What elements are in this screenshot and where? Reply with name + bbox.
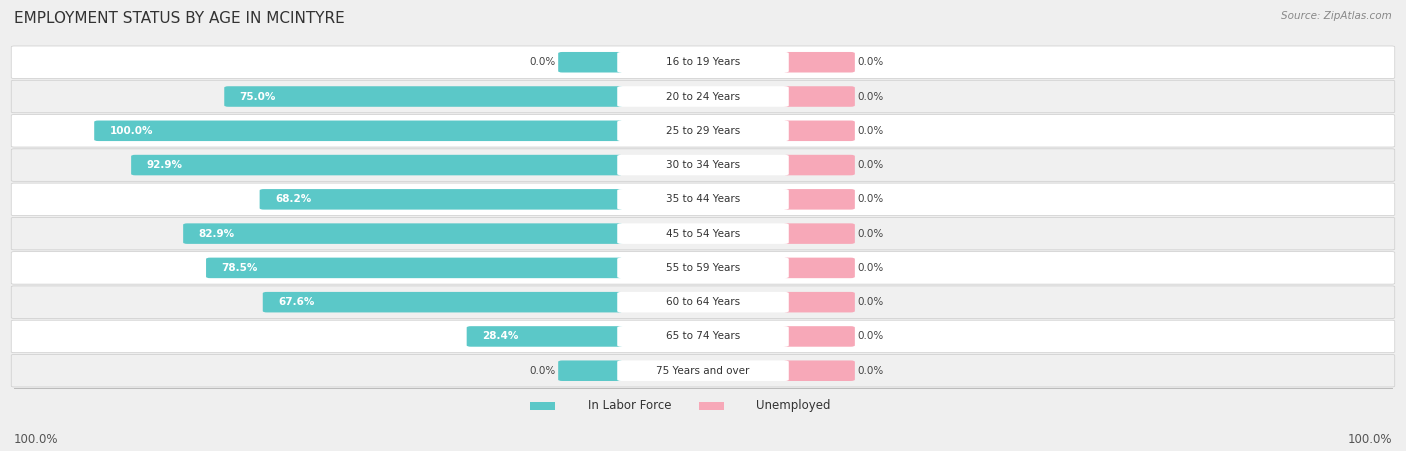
FancyBboxPatch shape <box>263 292 623 313</box>
Text: 0.0%: 0.0% <box>858 194 884 204</box>
FancyBboxPatch shape <box>783 189 855 210</box>
FancyBboxPatch shape <box>617 189 789 210</box>
FancyBboxPatch shape <box>783 52 855 73</box>
Text: 68.2%: 68.2% <box>276 194 311 204</box>
FancyBboxPatch shape <box>260 189 623 210</box>
FancyBboxPatch shape <box>225 86 623 107</box>
FancyBboxPatch shape <box>467 326 623 347</box>
Text: 75 Years and over: 75 Years and over <box>657 366 749 376</box>
FancyBboxPatch shape <box>617 223 789 244</box>
FancyBboxPatch shape <box>617 360 789 381</box>
Text: In Labor Force: In Labor Force <box>588 400 671 412</box>
Text: 65 to 74 Years: 65 to 74 Years <box>666 331 740 341</box>
FancyBboxPatch shape <box>699 402 724 410</box>
Text: 0.0%: 0.0% <box>858 263 884 273</box>
Text: 67.6%: 67.6% <box>278 297 315 307</box>
FancyBboxPatch shape <box>617 292 789 313</box>
FancyBboxPatch shape <box>11 354 1395 387</box>
FancyBboxPatch shape <box>207 258 623 278</box>
FancyBboxPatch shape <box>617 120 789 141</box>
Text: EMPLOYMENT STATUS BY AGE IN MCINTYRE: EMPLOYMENT STATUS BY AGE IN MCINTYRE <box>14 11 344 26</box>
Text: 16 to 19 Years: 16 to 19 Years <box>666 57 740 67</box>
FancyBboxPatch shape <box>558 52 623 73</box>
Text: 20 to 24 Years: 20 to 24 Years <box>666 92 740 101</box>
FancyBboxPatch shape <box>617 155 789 175</box>
Text: 0.0%: 0.0% <box>858 331 884 341</box>
FancyBboxPatch shape <box>783 360 855 381</box>
FancyBboxPatch shape <box>530 402 555 410</box>
FancyBboxPatch shape <box>11 183 1395 216</box>
FancyBboxPatch shape <box>783 258 855 278</box>
Text: 55 to 59 Years: 55 to 59 Years <box>666 263 740 273</box>
FancyBboxPatch shape <box>11 286 1395 318</box>
Text: 35 to 44 Years: 35 to 44 Years <box>666 194 740 204</box>
Text: 100.0%: 100.0% <box>110 126 153 136</box>
FancyBboxPatch shape <box>11 115 1395 147</box>
FancyBboxPatch shape <box>11 252 1395 284</box>
Text: 25 to 29 Years: 25 to 29 Years <box>666 126 740 136</box>
Text: 0.0%: 0.0% <box>858 297 884 307</box>
FancyBboxPatch shape <box>783 86 855 107</box>
FancyBboxPatch shape <box>783 120 855 141</box>
Text: 45 to 54 Years: 45 to 54 Years <box>666 229 740 239</box>
FancyBboxPatch shape <box>617 86 789 107</box>
FancyBboxPatch shape <box>783 326 855 347</box>
FancyBboxPatch shape <box>11 320 1395 353</box>
FancyBboxPatch shape <box>183 223 623 244</box>
Text: Source: ZipAtlas.com: Source: ZipAtlas.com <box>1281 11 1392 21</box>
FancyBboxPatch shape <box>11 149 1395 181</box>
Text: 92.9%: 92.9% <box>146 160 183 170</box>
Text: 60 to 64 Years: 60 to 64 Years <box>666 297 740 307</box>
Text: 0.0%: 0.0% <box>858 366 884 376</box>
FancyBboxPatch shape <box>617 52 789 73</box>
FancyBboxPatch shape <box>11 80 1395 113</box>
FancyBboxPatch shape <box>783 292 855 313</box>
FancyBboxPatch shape <box>558 360 623 381</box>
Text: 0.0%: 0.0% <box>858 126 884 136</box>
FancyBboxPatch shape <box>617 258 789 278</box>
Text: 0.0%: 0.0% <box>858 92 884 101</box>
Text: 30 to 34 Years: 30 to 34 Years <box>666 160 740 170</box>
Text: Unemployed: Unemployed <box>756 400 831 412</box>
Text: 0.0%: 0.0% <box>529 366 555 376</box>
Text: 78.5%: 78.5% <box>222 263 257 273</box>
Text: 100.0%: 100.0% <box>14 433 59 446</box>
Text: 75.0%: 75.0% <box>240 92 276 101</box>
Text: 0.0%: 0.0% <box>529 57 555 67</box>
FancyBboxPatch shape <box>617 326 789 347</box>
FancyBboxPatch shape <box>131 155 623 175</box>
Text: 82.9%: 82.9% <box>198 229 235 239</box>
FancyBboxPatch shape <box>94 120 623 141</box>
Text: 28.4%: 28.4% <box>482 331 519 341</box>
Text: 100.0%: 100.0% <box>1347 433 1392 446</box>
FancyBboxPatch shape <box>783 155 855 175</box>
FancyBboxPatch shape <box>11 46 1395 78</box>
Text: 0.0%: 0.0% <box>858 229 884 239</box>
Text: 0.0%: 0.0% <box>858 160 884 170</box>
Text: 0.0%: 0.0% <box>858 57 884 67</box>
FancyBboxPatch shape <box>783 223 855 244</box>
FancyBboxPatch shape <box>11 217 1395 250</box>
